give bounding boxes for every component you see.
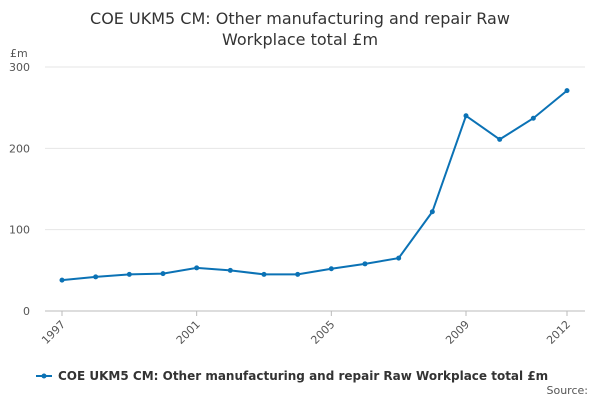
point <box>194 265 200 271</box>
legend-marker <box>41 373 47 379</box>
source: Source: <box>547 384 589 397</box>
point <box>396 255 402 261</box>
y-tick-label: 100 <box>9 224 30 237</box>
point <box>328 266 334 272</box>
legend-label: COE UKM5 CM: Other manufacturing and rep… <box>58 369 548 383</box>
point <box>463 113 469 119</box>
point <box>295 271 301 277</box>
y-tick-label: 0 <box>23 305 30 318</box>
point <box>227 267 233 273</box>
y-tick-label: 300 <box>9 61 30 74</box>
point <box>530 115 536 121</box>
x-tick-label: 2012 <box>544 318 573 347</box>
point <box>126 271 132 277</box>
x-tick-label: 2005 <box>308 318 337 347</box>
chart-title: COE UKM5 CM: Other manufacturing and rep… <box>90 9 510 28</box>
chart-title: Workplace total £m <box>222 30 378 49</box>
x-tick-label: 1997 <box>39 318 68 347</box>
point <box>362 261 368 267</box>
point <box>261 271 267 277</box>
y-axis-label: £m <box>10 47 28 60</box>
x-tick-label: 2009 <box>443 318 472 347</box>
point <box>564 88 570 94</box>
point <box>497 136 503 142</box>
point <box>59 277 65 283</box>
line <box>61 89 568 282</box>
y-tick-label: 200 <box>9 142 30 155</box>
x-tick-label: 2001 <box>174 318 203 347</box>
point <box>160 271 166 277</box>
point <box>429 209 435 215</box>
point <box>93 274 99 280</box>
